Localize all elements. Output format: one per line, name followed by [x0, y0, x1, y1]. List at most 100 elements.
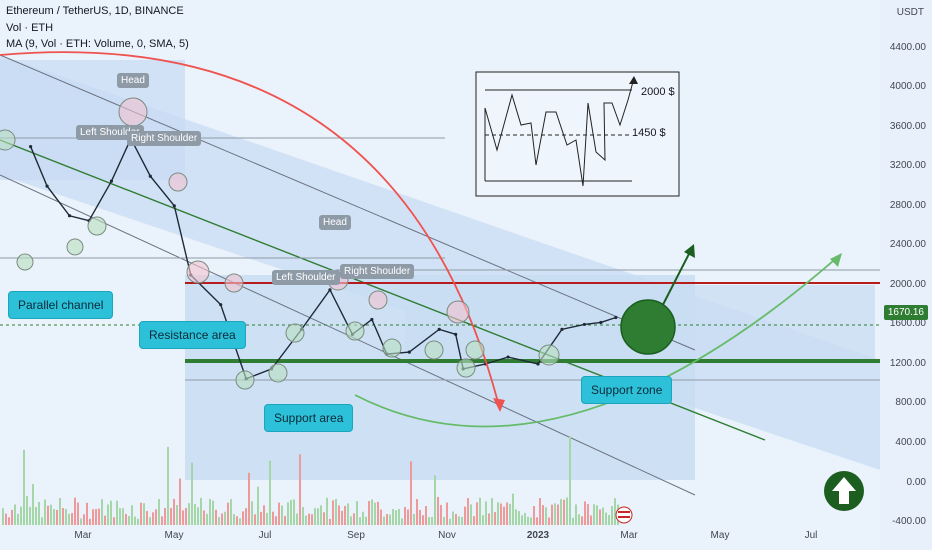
volume-bar [314, 508, 316, 525]
x-tick-label: Sep [347, 530, 365, 541]
up-arrow-glyph-icon [832, 477, 856, 504]
volume-bar [161, 516, 163, 525]
y-tick-label: 4400.00 [889, 41, 926, 53]
volume-bar [215, 509, 217, 525]
volume-bar [362, 511, 364, 525]
volume-bar [296, 513, 298, 525]
price-point [407, 350, 411, 354]
volume-bar [518, 511, 520, 525]
circle-marker [268, 363, 288, 383]
target-circle [620, 299, 676, 355]
left-shoulder-label-1: Left Shoulder [76, 125, 144, 140]
volume-indicator-label[interactable]: Vol · ETH [6, 22, 54, 34]
volume-bar [302, 507, 304, 525]
volume-bar [32, 484, 34, 525]
volume-bar [170, 508, 172, 525]
volume-bar [491, 498, 493, 525]
x-tick-label: Jul [804, 530, 818, 541]
circle-marker [446, 300, 470, 324]
volume-bar [431, 517, 433, 525]
volume-bar [410, 461, 412, 525]
volume-bar [587, 504, 589, 525]
volume-bar [569, 436, 571, 525]
volume-bar [137, 518, 139, 525]
volume-bar [494, 512, 496, 525]
flag-stripe-icon [618, 511, 630, 513]
price-point [560, 327, 564, 331]
volume-bar [461, 516, 463, 525]
volume-bar [452, 511, 454, 525]
volume-bar [38, 501, 40, 525]
volume-bar [173, 498, 175, 525]
volume-bar [371, 499, 373, 525]
x-tick-label: Mar [74, 530, 92, 541]
y-tick-label: 1600.00 [889, 318, 926, 330]
volume-bar [71, 513, 73, 525]
volume-bar [545, 507, 547, 525]
y-tick-label: -400.00 [892, 516, 926, 528]
volume-bar [194, 504, 196, 525]
volume-bar [434, 475, 436, 525]
volume-bar [2, 508, 4, 525]
volume-bar [53, 509, 55, 525]
volume-bar [584, 501, 586, 525]
volume-bar [392, 509, 394, 525]
volume-bar [554, 503, 556, 525]
volume-bar [389, 514, 391, 525]
volume-bar [284, 515, 286, 525]
circle-marker [224, 273, 244, 293]
volume-bar [218, 517, 220, 525]
volume-bar [611, 505, 613, 525]
volume-bar [248, 472, 250, 525]
volume-bar [374, 502, 376, 525]
volume-bar [425, 506, 427, 525]
volume-bar [320, 505, 322, 525]
volume-bar [257, 486, 259, 525]
volume-bar [317, 508, 319, 525]
volume-bar [479, 497, 481, 525]
volume-bar [500, 503, 502, 525]
volume-bar [404, 506, 406, 525]
volume-bar [83, 514, 85, 525]
volume-bar [473, 516, 475, 525]
volume-bar [101, 499, 103, 525]
flag-stripe-icon [618, 516, 630, 518]
price-line [29, 137, 617, 380]
volume-bar [287, 502, 289, 525]
volume-bar [149, 517, 151, 525]
volume-bar [530, 517, 532, 525]
volume-bar [134, 516, 136, 525]
volume-bar [524, 512, 526, 525]
price-point [67, 214, 72, 218]
price-point [582, 322, 586, 327]
volume-bar [386, 514, 388, 525]
volume-bar [332, 500, 334, 525]
volume-bar [449, 518, 451, 525]
volume-bar [560, 499, 562, 525]
volume-bar [197, 507, 199, 525]
red-arrowhead-icon [493, 398, 505, 412]
volume-bar [521, 515, 523, 525]
y-axis-unit: USDT [896, 7, 924, 18]
volume-bar [347, 503, 349, 525]
volume-bar [407, 509, 409, 525]
volume-bar [470, 504, 472, 525]
volume-bar [11, 509, 13, 525]
volume-bar [200, 497, 202, 525]
volume-bar [95, 508, 97, 525]
volume-bar [23, 450, 25, 525]
y-tick-label: 2400.00 [889, 239, 926, 251]
left-zone-fill [0, 60, 185, 180]
price-point [148, 174, 152, 178]
right-shoulder-label-2: Right Shoulder [340, 264, 415, 279]
inset-box [475, 71, 680, 197]
volume-bar [125, 513, 127, 525]
x-tick-label: May [710, 530, 730, 541]
volume-bar [542, 505, 544, 525]
volume-bar [383, 516, 385, 525]
circle-marker [87, 216, 107, 236]
volume-bar [221, 513, 223, 525]
volume-bar [566, 497, 568, 525]
ma-indicator-label[interactable]: MA (9, Vol · ETH: Volume, 0, SMA, 5) [6, 38, 189, 50]
y-tick-label: 0.00 [906, 476, 926, 488]
